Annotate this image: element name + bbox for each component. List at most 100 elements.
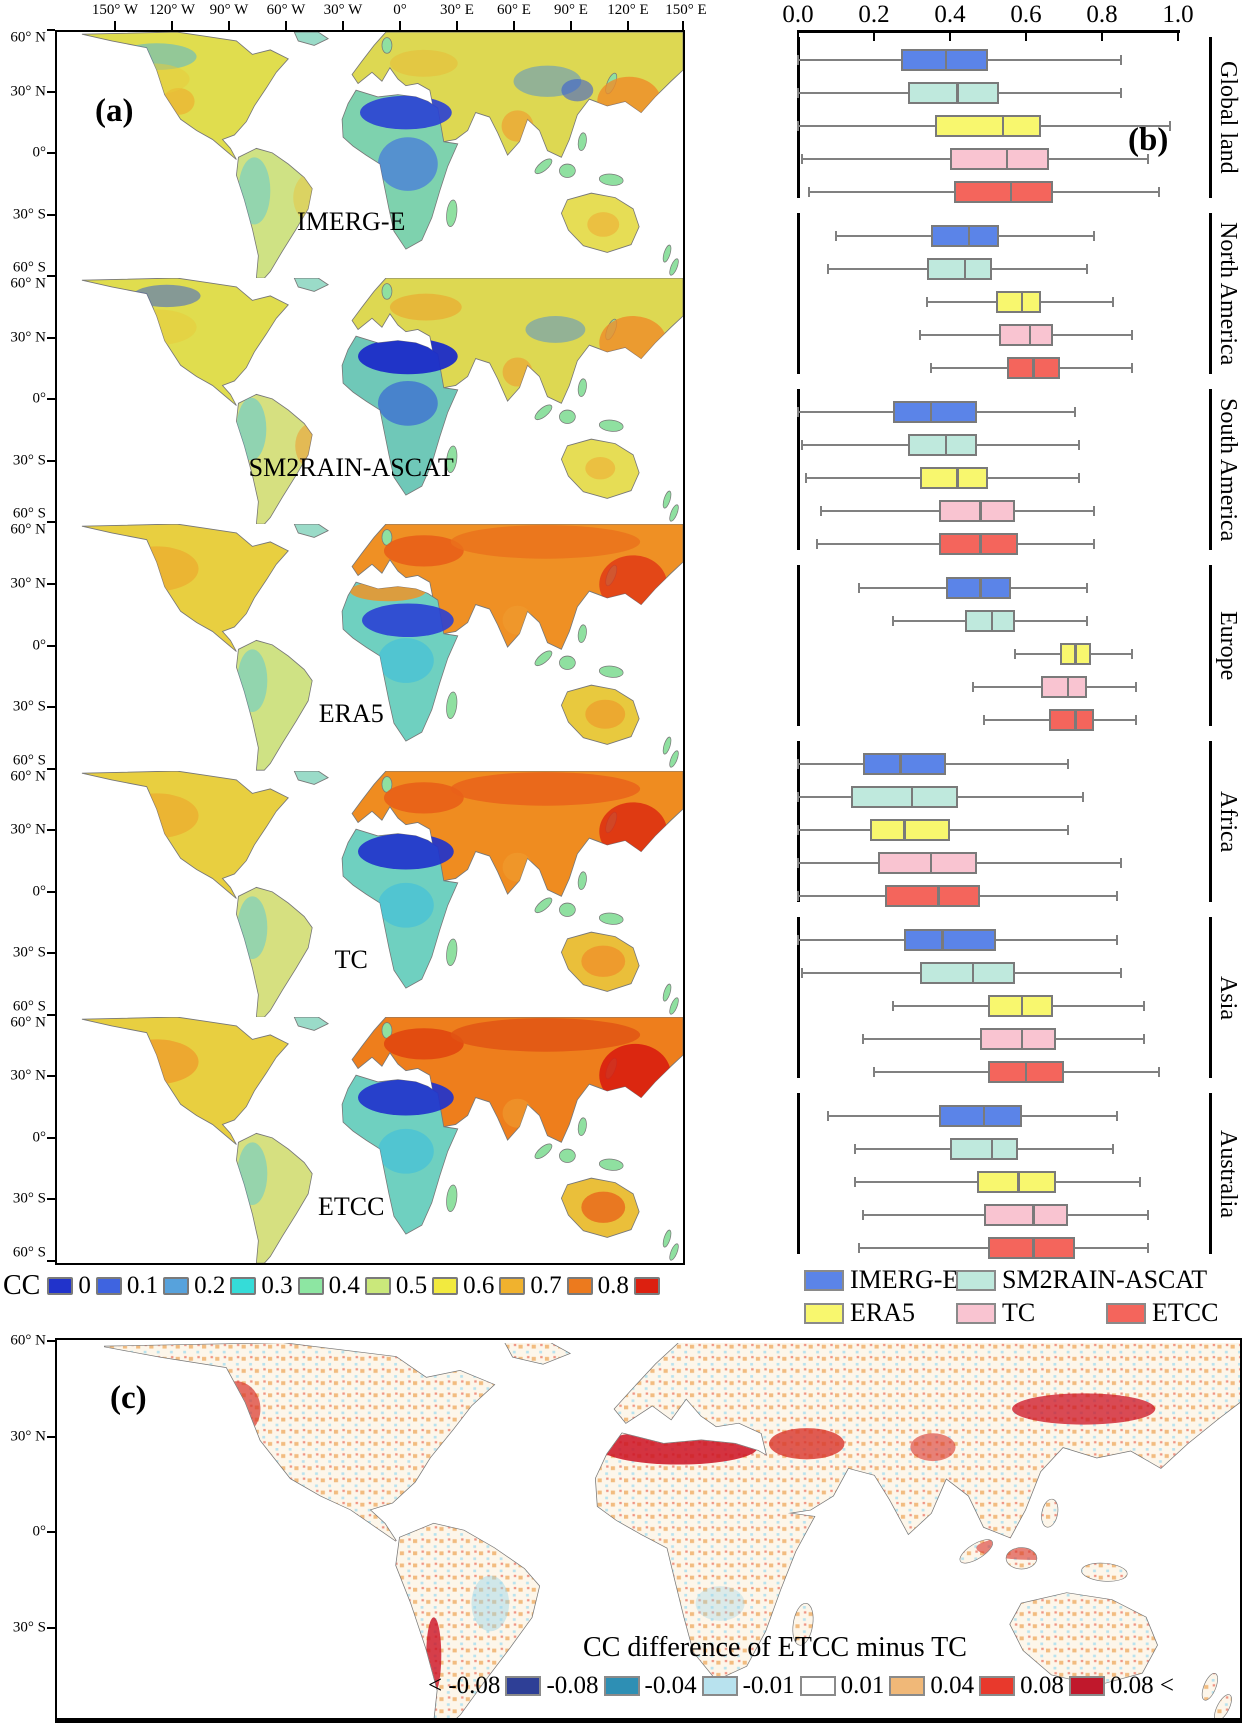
- box-iqr: [908, 434, 977, 456]
- lat-label: 60° S: [12, 1244, 46, 1261]
- lat-tick: [47, 521, 55, 524]
- whisker-cap-low: [861, 1210, 864, 1220]
- continent-north-america: [81, 770, 289, 899]
- region-bracket: [1209, 565, 1212, 726]
- c-legend-swatch: [889, 1676, 926, 1696]
- whisker-cap-low: [918, 330, 921, 340]
- c-legend-text: -0.01: [742, 1672, 795, 1699]
- whisker-cap-high: [1093, 506, 1096, 516]
- group-axis-spine: [797, 389, 800, 550]
- box-median: [929, 852, 933, 874]
- lon-label: 120° E: [607, 2, 649, 18]
- whisker-cap-low: [797, 759, 799, 769]
- lat-label: 30° S: [12, 698, 46, 715]
- c-legend-swatch: [701, 1676, 738, 1696]
- lon-tick: [399, 21, 401, 30]
- map-label-era5: ERA5: [318, 699, 384, 729]
- island-borneo: [559, 902, 576, 917]
- continent-greenland: [293, 1016, 330, 1031]
- island-borneo: [559, 656, 576, 671]
- whisker-cap-low: [800, 968, 803, 978]
- legend-label-sm2rain-ascat: SM2RAIN-ASCAT: [1002, 1265, 1208, 1294]
- x-axis-tick-label: 0.0: [782, 1, 814, 28]
- whisker-cap-low: [892, 1001, 894, 1011]
- lat-tick: [47, 1531, 55, 1533]
- box-median: [956, 82, 959, 104]
- c-legend-swatch: [505, 1676, 542, 1696]
- region-label-europe: Europe: [1215, 610, 1241, 681]
- island-new-zealand-south: [669, 996, 679, 1015]
- lat-tick: [47, 336, 55, 339]
- panel-c-label: (c): [110, 1380, 147, 1416]
- island-new-guinea: [598, 666, 624, 679]
- continent-greenland: [293, 524, 330, 539]
- lat-label: 0°: [32, 390, 47, 407]
- x-axis-tick: [949, 33, 951, 41]
- box-iqr: [931, 225, 1000, 247]
- c-legend-text: 0.04: [930, 1672, 975, 1699]
- lat-tick: [47, 1340, 55, 1342]
- whisker-cap-high: [1116, 1111, 1119, 1121]
- box-median: [1001, 115, 1005, 137]
- world-map: [81, 770, 683, 1017]
- map-label-tc: TC: [334, 945, 368, 975]
- box-iqr: [999, 324, 1053, 346]
- whisker-cap-high: [1116, 935, 1119, 945]
- lat-tick: [47, 1435, 55, 1438]
- group-axis-spine: [797, 37, 800, 198]
- group-axis-spine: [797, 565, 800, 726]
- legend-swatch-imerg-e: [804, 1270, 844, 1291]
- box-median: [956, 467, 959, 489]
- cc-legend-swatch: [566, 1277, 593, 1295]
- whisker-cap-low: [797, 825, 799, 835]
- whisker-cap-high: [1078, 473, 1081, 483]
- lat-tick: [47, 29, 55, 31]
- whisker-cap-low: [808, 187, 811, 197]
- x-axis-tick: [1177, 33, 1179, 41]
- panel-b-label: (b): [1128, 122, 1169, 158]
- whisker-cap-low: [926, 297, 929, 307]
- box-iqr: [938, 533, 1019, 555]
- region-bracket: [1209, 1093, 1212, 1254]
- continent-greenland: [293, 770, 330, 785]
- world-map: [81, 278, 683, 525]
- panel-c-legend: < -0.08 -0.08 -0.04 -0.01 0.01 0.04 0.08 0.08 <: [428, 1672, 1174, 1700]
- lat-label: 60° S: [12, 259, 46, 276]
- legend-label-imerg-e: IMERG-E: [850, 1265, 959, 1294]
- box-iqr: [938, 500, 1015, 522]
- box-iqr: [950, 148, 1049, 170]
- map-panel-era5: ERA5: [57, 524, 683, 771]
- whisker-cap-low: [1013, 649, 1016, 659]
- region-label-africa: Africa: [1215, 790, 1241, 853]
- island-sumatra: [534, 1143, 553, 1159]
- box-iqr: [988, 995, 1053, 1017]
- island-philippines: [577, 132, 587, 151]
- island-new-zealand-south: [669, 258, 679, 276]
- box-iqr: [851, 786, 958, 808]
- map-panel-imerg-e: IMERG-E: [57, 32, 683, 279]
- cc-legend-value: 0: [78, 1272, 91, 1299]
- whisker-cap-low: [835, 231, 837, 241]
- map-label-etcc: ETCC: [317, 1191, 385, 1221]
- region-label-north-america: North America: [1215, 221, 1241, 366]
- box-iqr: [934, 115, 1042, 137]
- lat-label: 60° S: [12, 998, 46, 1015]
- lat-label: 30° N: [10, 575, 46, 592]
- lon-tick: [285, 21, 287, 30]
- lat-label: 30° N: [10, 83, 46, 100]
- world-map: [81, 32, 683, 279]
- cc-legend-value: 0.4: [328, 1272, 360, 1299]
- box-iqr: [877, 852, 977, 874]
- whisker-cap-high: [1142, 1034, 1145, 1044]
- island-new-zealand-south: [669, 1243, 679, 1261]
- whisker-cap-high: [1074, 407, 1077, 417]
- box-iqr: [1048, 709, 1095, 731]
- lon-label: 30° W: [323, 2, 363, 18]
- box-iqr: [885, 885, 981, 907]
- lat-tick: [47, 152, 55, 155]
- lon-label: 150° W: [91, 2, 139, 18]
- island-borneo: [559, 409, 576, 425]
- whisker-cap-high: [1135, 682, 1138, 692]
- whisker-cap-low: [854, 1144, 856, 1154]
- lon-label: 90° E: [554, 2, 588, 18]
